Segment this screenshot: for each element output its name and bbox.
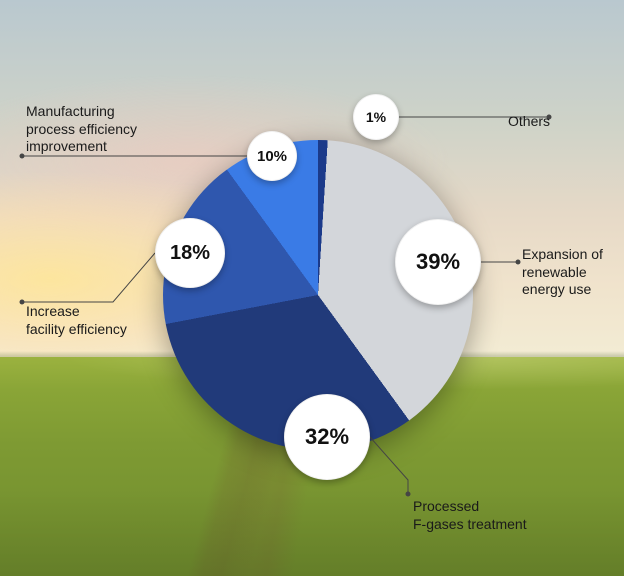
value-badge-mfg: 10% <box>247 131 297 181</box>
slice-label-renewable: Expansion of renewable energy use <box>522 246 603 299</box>
value-badge-others: 1% <box>353 94 399 140</box>
slice-label-mfg: Manufacturing process efficiency improve… <box>26 103 137 156</box>
value-badge-renewable: 39% <box>395 219 481 305</box>
value-badge-facility: 18% <box>155 218 225 288</box>
pie-chart: 1% 39% 32% 18% 10% Others Expansion of renewab… <box>0 0 624 576</box>
slice-label-others: Others <box>508 113 550 131</box>
stage: 1% 39% 32% 18% 10% Others Expansion of renewab… <box>0 0 624 576</box>
value-badge-fgases: 32% <box>284 394 370 480</box>
slice-label-facility: Increase facility efficiency <box>26 303 127 338</box>
slice-label-fgases: Processed F-gases treatment <box>413 498 527 533</box>
